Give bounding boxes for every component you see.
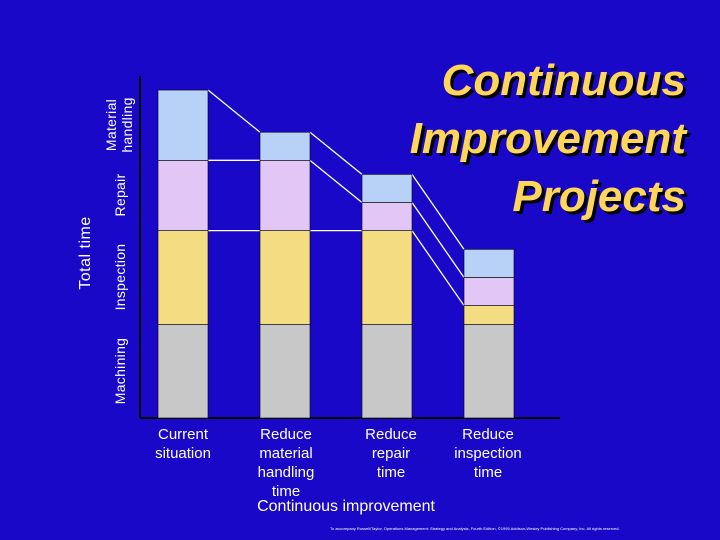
bar-segment-material-handling (463, 249, 515, 278)
y-axis-title: Total time (77, 216, 94, 290)
segment-label-line: handling (118, 97, 135, 153)
bar-segment-inspection (361, 230, 413, 325)
connector-line (207, 89, 261, 133)
category-label: Reduce inspection time (438, 425, 538, 482)
bar-segment-machining (157, 323, 209, 419)
connector-line (411, 202, 465, 278)
connector-line (309, 131, 363, 175)
category-label: Reduce material handling time (236, 425, 336, 501)
category-label-line: inspection (454, 445, 522, 462)
category-label-line: material (259, 445, 313, 462)
category-label-line: repair (371, 445, 411, 462)
bar-segment-machining (463, 323, 515, 419)
bar-segment-repair (157, 160, 209, 231)
segment-label: Material handling (103, 90, 135, 160)
title-line: Projects (512, 172, 686, 221)
segment-label: Repair (111, 173, 128, 217)
bar-segment-machining (361, 323, 413, 419)
category-label-line: handling (257, 464, 315, 481)
connector-line (411, 174, 465, 250)
bar-segment-material-handling (157, 89, 209, 161)
category-label-line: Current (157, 426, 209, 443)
category-label: Current situation (133, 425, 233, 463)
slide-title: Continuous Improvement Projects (356, 52, 686, 226)
segment-label-line: Material (102, 99, 119, 152)
category-label-line: Reduce (462, 426, 514, 443)
segment-label: Machining (111, 337, 128, 405)
category-label-line: Reduce (365, 426, 417, 443)
title-line: Improvement (409, 114, 686, 163)
bar-segment-repair (259, 160, 311, 231)
bar-segment-machining (259, 323, 311, 419)
bar-segment-inspection (157, 230, 209, 325)
bar-segment-material-handling (361, 174, 413, 203)
category-label-line: time (473, 464, 503, 481)
connector-line (411, 230, 465, 306)
title-line: Continuous (441, 56, 686, 105)
x-axis-title: Continuous improvement (257, 498, 435, 515)
copyright-credit: To accompany Russell/Taylor, Operations … (330, 526, 620, 531)
category-label-line: time (376, 464, 406, 481)
bar-segment-material-handling (259, 131, 311, 161)
connector-line (309, 159, 363, 203)
segment-label: Inspection (111, 244, 128, 311)
bar-segment-inspection (259, 230, 311, 325)
category-label-line: time (271, 483, 301, 500)
category-label-line: Reduce (260, 426, 312, 443)
category-label-line: situation (155, 445, 211, 462)
bar-segment-inspection (463, 305, 515, 325)
bar-segment-repair (463, 277, 515, 306)
bar-segment-repair (361, 202, 413, 231)
category-label: Reduce repair time (341, 425, 441, 482)
